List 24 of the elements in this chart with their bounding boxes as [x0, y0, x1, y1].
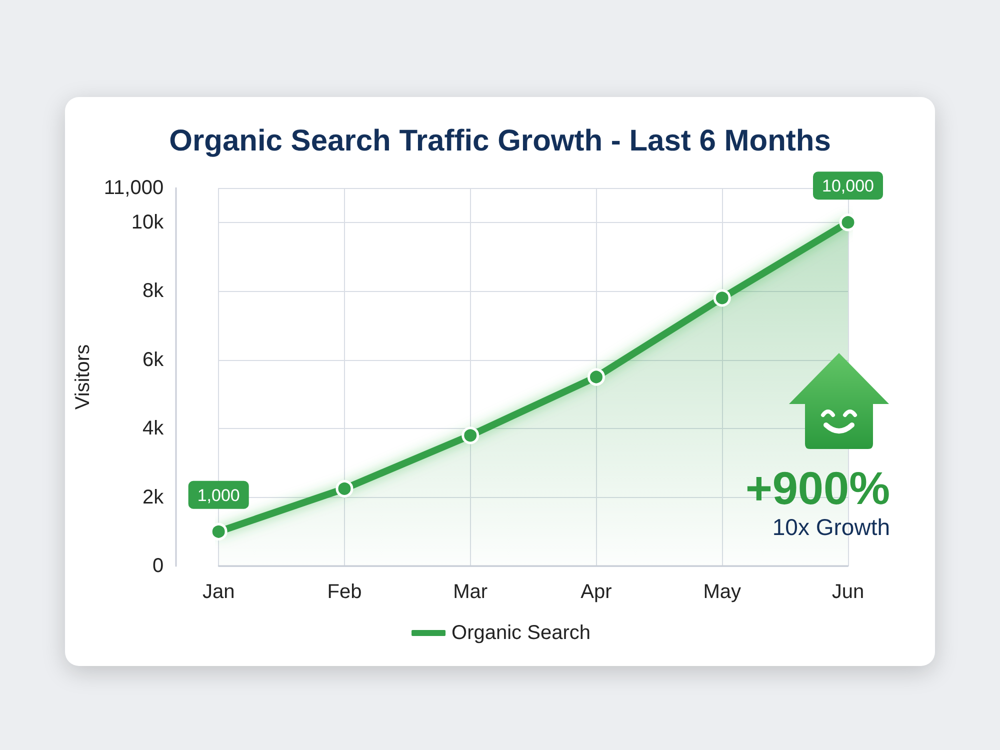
y-tick-label: 4k — [142, 418, 165, 440]
y-tick-label: 6k — [142, 348, 165, 371]
y-tick-label: 2k — [142, 486, 165, 508]
point — [462, 426, 480, 444]
y-axis-title: Visitors — [72, 344, 94, 410]
x-tick-label: Apr — [580, 581, 612, 603]
point — [588, 368, 605, 386]
y-tick-label: 10k — [131, 211, 165, 234]
x-tick-label: Jan — [202, 581, 235, 603]
point — [713, 289, 731, 307]
y-tick-label: 8k — [142, 280, 165, 302]
data-label: 1,000 — [197, 486, 240, 505]
point — [336, 480, 354, 498]
data-label: 10,000 — [822, 176, 874, 196]
annotation: +900% — [745, 462, 890, 514]
x-tick-label: Feb — [327, 581, 362, 603]
x-tick-label: Jun — [832, 581, 864, 603]
annotation: 10x Growth — [772, 514, 890, 540]
x-tick-label: May — [703, 581, 742, 603]
chart-title: Organic Search Traffic Growth - Last 6 Months — [169, 124, 831, 158]
y-tick-label: 11,000 — [104, 177, 164, 199]
y-tick-label: 0 — [152, 555, 164, 577]
x-tick-label: Mar — [453, 581, 488, 603]
legend-label: Organic Search — [452, 622, 590, 644]
